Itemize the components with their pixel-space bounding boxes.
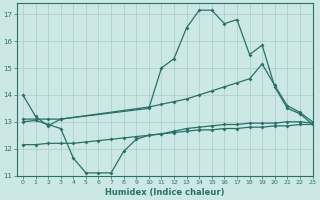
X-axis label: Humidex (Indice chaleur): Humidex (Indice chaleur) [105, 188, 224, 197]
